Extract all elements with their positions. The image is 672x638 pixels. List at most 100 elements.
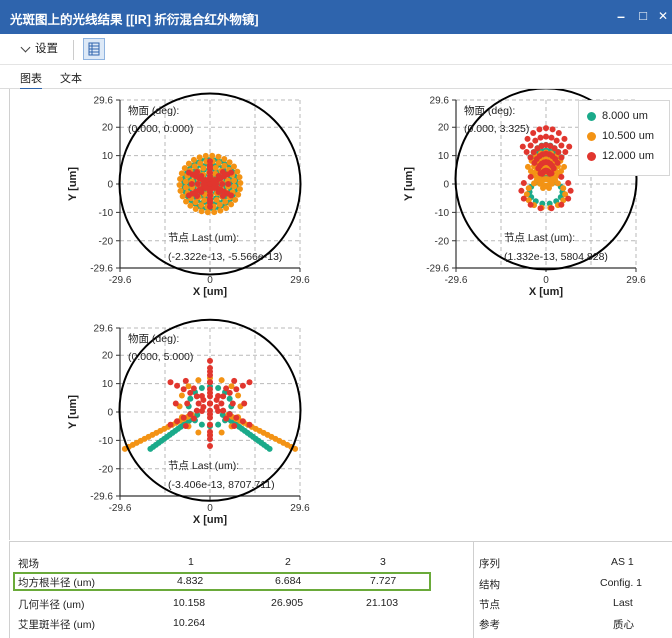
spot-point bbox=[185, 192, 192, 199]
y-tick-label: -20 bbox=[99, 464, 114, 475]
toolbar-divider bbox=[73, 40, 74, 60]
close-button[interactable]: ✕ bbox=[657, 9, 669, 23]
spot-point bbox=[531, 180, 538, 187]
spot-point bbox=[211, 209, 218, 216]
spot-point bbox=[185, 383, 192, 390]
spot-point bbox=[207, 411, 213, 418]
y-axis-label: Y [um] bbox=[67, 167, 79, 201]
airy-circle bbox=[118, 318, 302, 502]
tab-chart[interactable]: 图表 bbox=[20, 70, 42, 90]
spot-point bbox=[211, 185, 218, 192]
spot-point bbox=[236, 174, 243, 181]
spot-point bbox=[524, 163, 531, 170]
spot-point bbox=[217, 207, 224, 214]
spot-point bbox=[198, 208, 205, 215]
spot-point bbox=[527, 173, 534, 180]
spot-point bbox=[182, 184, 189, 191]
spot-point bbox=[554, 180, 561, 187]
spot-point bbox=[530, 149, 537, 156]
legend-swatch bbox=[587, 151, 596, 161]
table-cell: 6.684 bbox=[275, 575, 302, 587]
x-tick-label: 29.6 bbox=[290, 503, 310, 514]
table-view-button[interactable] bbox=[83, 38, 105, 60]
spot-point bbox=[562, 191, 569, 198]
spot-point bbox=[187, 395, 194, 402]
spot-point bbox=[200, 165, 207, 172]
spot-point bbox=[174, 418, 181, 425]
spot-point bbox=[207, 421, 213, 428]
table-row-label: 几何半径 (um) bbox=[18, 599, 85, 611]
spot-point bbox=[226, 411, 233, 418]
spot-point bbox=[228, 169, 235, 176]
table-header-col: 2 bbox=[285, 556, 291, 568]
toolbar: 设置 bbox=[0, 34, 672, 65]
node-value: (-2.322e-13, -5.566e-13) bbox=[168, 251, 282, 263]
spot-point bbox=[221, 155, 228, 162]
x-axis-label: X [um] bbox=[193, 514, 228, 526]
spot-point bbox=[226, 389, 233, 396]
spot-point bbox=[223, 205, 230, 212]
spot-point bbox=[184, 400, 191, 407]
spot-point bbox=[235, 191, 242, 198]
table-row-label: 艾里斑半径 (um) bbox=[18, 619, 95, 631]
spot-point bbox=[215, 421, 222, 428]
minimize-button[interactable]: – bbox=[617, 8, 625, 24]
spot-point bbox=[234, 168, 241, 175]
spot-point bbox=[520, 180, 527, 187]
spot-point bbox=[215, 159, 222, 166]
spot-point bbox=[213, 196, 220, 203]
settings-label: 设置 bbox=[35, 43, 58, 55]
y-tick-label: -29.6 bbox=[426, 264, 449, 275]
spot-point bbox=[561, 163, 568, 170]
table-cell: 26.905 bbox=[271, 597, 304, 609]
spot-point bbox=[195, 400, 202, 407]
spot-point bbox=[525, 185, 532, 192]
airy-circle bbox=[118, 92, 302, 276]
info-value: 质心 bbox=[613, 619, 634, 631]
spot-point bbox=[197, 160, 204, 167]
table-header-col: 1 bbox=[188, 556, 194, 568]
spot-point bbox=[207, 443, 213, 450]
spot-point bbox=[216, 201, 223, 208]
table-header-col: 3 bbox=[380, 556, 386, 568]
spot-point bbox=[201, 197, 208, 204]
spot-point bbox=[228, 383, 235, 390]
legend-label: 8.000 um bbox=[602, 110, 648, 122]
table-cell: 10.264 bbox=[173, 617, 206, 629]
y-tick-label: 20 bbox=[102, 123, 114, 134]
y-tick-label: 10 bbox=[102, 379, 114, 390]
spot-point bbox=[190, 415, 197, 422]
chevron-down-icon bbox=[20, 42, 31, 52]
spot-point bbox=[178, 392, 185, 399]
spot-point bbox=[147, 445, 154, 452]
spot-point bbox=[177, 176, 184, 183]
settings-button[interactable]: 设置 bbox=[20, 40, 58, 58]
y-tick-label: -20 bbox=[435, 236, 450, 247]
spot-point bbox=[537, 134, 544, 141]
spot-point bbox=[231, 377, 238, 384]
spot-point bbox=[527, 154, 534, 161]
spot-point bbox=[523, 149, 530, 156]
field-label: 物面 (deg): bbox=[464, 104, 515, 117]
spot-point bbox=[547, 177, 554, 184]
tab-text[interactable]: 文本 bbox=[60, 73, 82, 85]
spot-point bbox=[204, 209, 211, 216]
spot-point bbox=[190, 385, 197, 392]
spot-point bbox=[220, 407, 227, 414]
table-row-label: 均方根半径 (um) bbox=[18, 577, 95, 589]
spot-point bbox=[549, 126, 556, 133]
x-axis-label: X [um] bbox=[193, 286, 228, 298]
info-value: AS 1 bbox=[611, 556, 634, 568]
maximize-button[interactable]: □ bbox=[639, 8, 647, 23]
spot-point bbox=[530, 129, 537, 136]
spot-point bbox=[215, 172, 222, 179]
spot-point bbox=[207, 400, 213, 407]
x-tick-label: 29.6 bbox=[290, 275, 310, 286]
table-divider bbox=[473, 542, 474, 638]
spot-point bbox=[194, 181, 201, 187]
spot-point bbox=[553, 137, 560, 144]
x-tick-label: 0 bbox=[543, 275, 549, 286]
legend-label: 10.500 um bbox=[602, 130, 654, 142]
spot-point bbox=[223, 415, 230, 422]
